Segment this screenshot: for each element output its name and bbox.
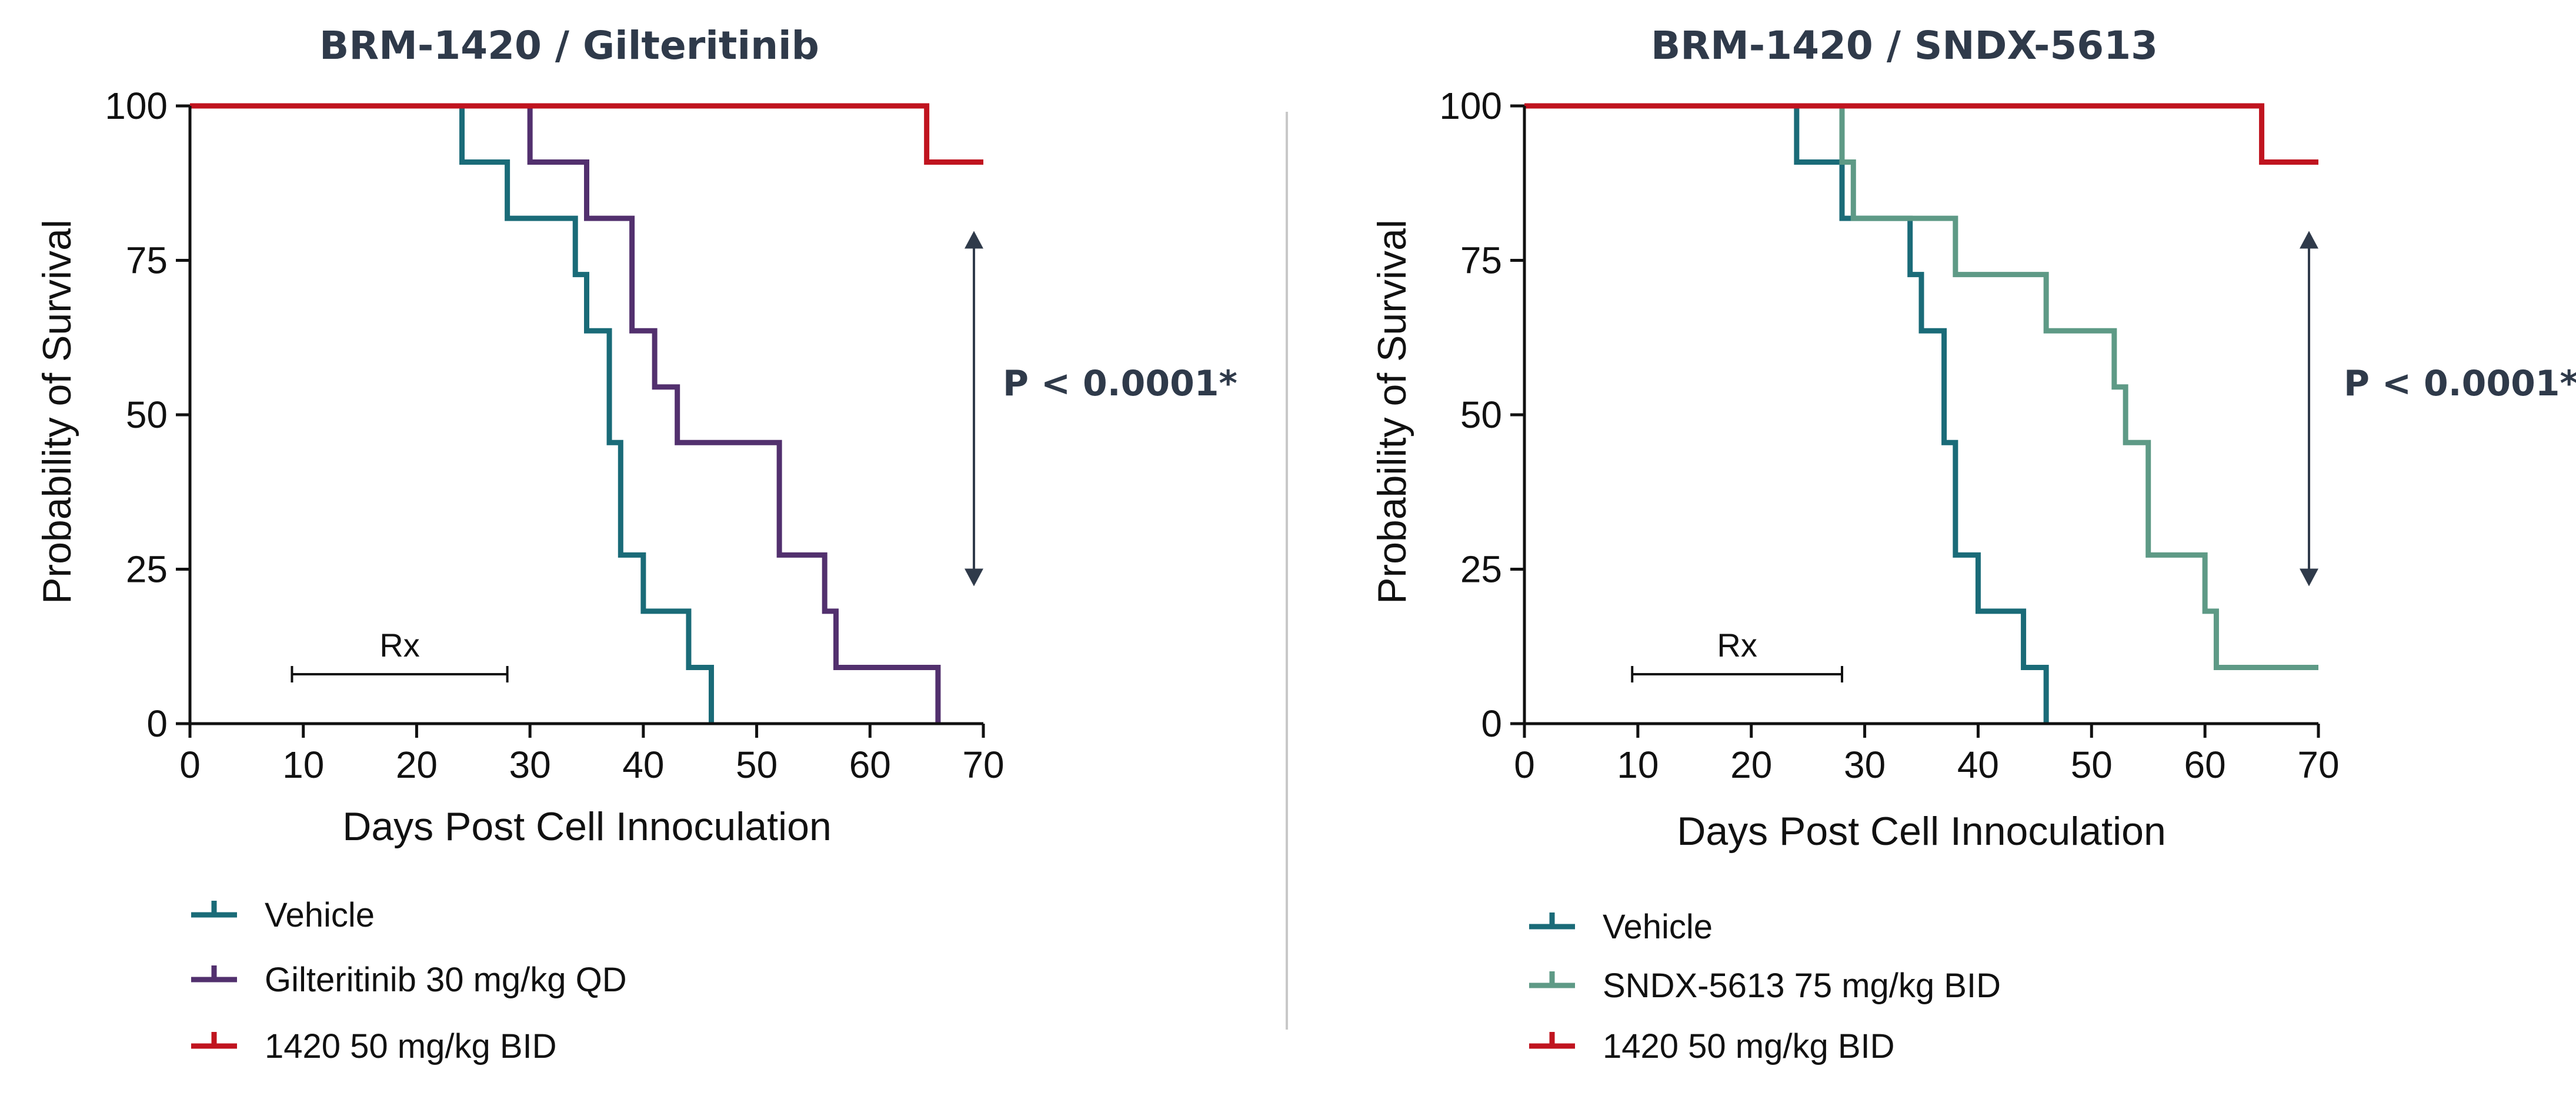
rx-label: Rx — [1717, 627, 1757, 664]
legend-entry: Vehicle — [191, 896, 375, 934]
series-line-gilteritinib-30-mg-kg-qd — [190, 103, 941, 724]
chart-title: BRM-1420 / SNDX-5613 — [1651, 23, 2158, 68]
legend-entry: Vehicle — [1529, 908, 1713, 946]
arrow-up-icon — [2300, 231, 2318, 249]
y-axis-label: Probability of Survival — [1370, 219, 1414, 604]
series-line-vehicle — [1524, 103, 2049, 724]
legend-label: 1420 50 mg/kg BID — [1603, 1027, 1895, 1065]
legend-entry: Gilteritinib 30 mg/kg QD — [191, 961, 627, 999]
y-tick-label: 100 — [1439, 85, 1502, 127]
rx-label: Rx — [379, 627, 419, 664]
x-tick-label: 70 — [962, 744, 1004, 786]
p-value-annotation: P < 0.0001* — [2344, 363, 2576, 404]
chart-panel-gilteritinib: BRM-1420 / Gilteritinib 0 25 50 75 100 0 10 20… — [35, 23, 1237, 1065]
x-tick-label: 40 — [622, 744, 664, 786]
y-tick-label: 50 — [126, 394, 168, 436]
legend-label: Vehicle — [1603, 908, 1713, 946]
y-tick-label: 100 — [105, 85, 168, 127]
x-tick-label: 10 — [1617, 744, 1659, 786]
y-tick-label: 50 — [1460, 394, 1502, 436]
series-line-sndx-5613-75-mg-kg-bid — [1524, 103, 2318, 670]
x-tick-label: 50 — [736, 744, 778, 786]
x-axis-label: Days Post Cell Innoculation — [342, 804, 832, 849]
legend-label: Gilteritinib 30 mg/kg QD — [265, 961, 627, 999]
x-tick-label: 60 — [849, 744, 891, 786]
x-axis-label: Days Post Cell Innoculation — [1677, 809, 2166, 854]
x-tick-label: 60 — [2184, 744, 2226, 786]
y-tick-label: 0 — [1481, 702, 1502, 745]
x-tick-label: 30 — [1844, 744, 1886, 786]
legend-entry: SNDX-5613 75 mg/kg BID — [1529, 967, 2001, 1005]
x-tick-label: 20 — [396, 744, 438, 786]
x-tick-label: 30 — [509, 744, 551, 786]
y-tick-label: 25 — [126, 548, 168, 591]
x-tick-label: 70 — [2297, 744, 2339, 786]
x-tick-label: 10 — [282, 744, 324, 786]
chart-panel-sndx: BRM-1420 / SNDX-5613 0 25 50 75 100 0 10 20 30 4… — [1370, 23, 2576, 1065]
x-tick-label: 20 — [1730, 744, 1772, 786]
y-tick-label: 75 — [126, 239, 168, 282]
arrow-up-icon — [965, 231, 983, 249]
legend-label: SNDX-5613 75 mg/kg BID — [1603, 967, 2001, 1005]
legend-label: Vehicle — [265, 896, 375, 934]
series-line-1420-50-mg-kg-bid — [1524, 103, 2318, 165]
x-tick-label: 0 — [179, 744, 201, 786]
y-axis-label: Probability of Survival — [35, 219, 79, 604]
legend-label: 1420 50 mg/kg BID — [265, 1027, 557, 1065]
y-tick-label: 25 — [1460, 548, 1502, 591]
legend-entry: 1420 50 mg/kg BID — [191, 1027, 557, 1065]
legend-entry: 1420 50 mg/kg BID — [1529, 1027, 1895, 1065]
y-tick-label: 75 — [1460, 239, 1502, 282]
arrow-down-icon — [2300, 568, 2318, 587]
y-tick-label: 0 — [146, 702, 168, 745]
x-tick-label: 50 — [2071, 744, 2113, 786]
arrow-down-icon — [965, 568, 983, 587]
p-value-annotation: P < 0.0001* — [1003, 363, 1237, 404]
chart-title: BRM-1420 / Gilteritinib — [319, 23, 819, 68]
x-tick-label: 0 — [1514, 744, 1535, 786]
x-tick-label: 40 — [1957, 744, 1999, 786]
series-line-vehicle — [190, 103, 714, 724]
series-line-1420-50-mg-kg-bid — [190, 103, 983, 165]
